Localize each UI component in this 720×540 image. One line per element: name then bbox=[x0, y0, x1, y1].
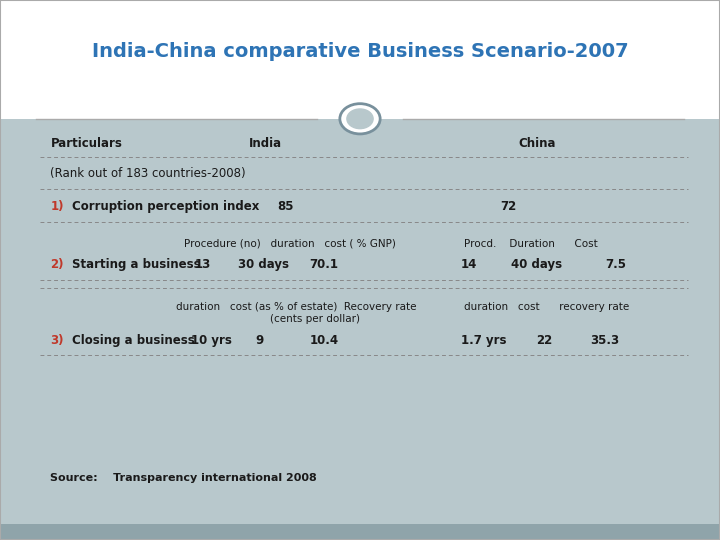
Text: 40 days: 40 days bbox=[511, 258, 562, 271]
Text: 85: 85 bbox=[277, 200, 294, 213]
Text: 35.3: 35.3 bbox=[590, 334, 619, 347]
Text: 1): 1) bbox=[50, 200, 64, 213]
Text: 1.7 yrs: 1.7 yrs bbox=[461, 334, 506, 347]
Bar bbox=[0, 119, 720, 540]
Text: 30 days: 30 days bbox=[238, 258, 289, 271]
Text: duration   cost (as % of estate)  Recovery rate: duration cost (as % of estate) Recovery … bbox=[176, 302, 417, 312]
Text: (cents per dollar): (cents per dollar) bbox=[270, 314, 360, 323]
Circle shape bbox=[347, 109, 373, 129]
Text: 3): 3) bbox=[50, 334, 64, 347]
Text: Particulars: Particulars bbox=[50, 137, 122, 150]
Text: duration   cost      recovery rate: duration cost recovery rate bbox=[464, 302, 630, 312]
Bar bbox=[0, 0, 720, 119]
Text: Closing a business: Closing a business bbox=[72, 334, 194, 347]
Text: 2): 2) bbox=[50, 258, 64, 271]
Text: China: China bbox=[518, 137, 556, 150]
Text: 13: 13 bbox=[194, 258, 211, 271]
Text: 14: 14 bbox=[461, 258, 477, 271]
Text: Source:    Transparency international 2008: Source: Transparency international 2008 bbox=[50, 473, 317, 483]
Text: 10.4: 10.4 bbox=[310, 334, 338, 347]
Circle shape bbox=[340, 104, 380, 134]
Text: 9: 9 bbox=[256, 334, 264, 347]
Text: Starting a business: Starting a business bbox=[72, 258, 201, 271]
Text: Procedure (no)   duration   cost ( % GNP): Procedure (no) duration cost ( % GNP) bbox=[184, 239, 395, 248]
Text: Procd.    Duration      Cost: Procd. Duration Cost bbox=[464, 239, 598, 248]
Text: 10 yrs: 10 yrs bbox=[191, 334, 232, 347]
Text: 72: 72 bbox=[500, 200, 517, 213]
Bar bbox=[0, 524, 720, 540]
Text: 7.5: 7.5 bbox=[605, 258, 626, 271]
Text: India: India bbox=[248, 137, 282, 150]
Text: (Rank out of 183 countries-2008): (Rank out of 183 countries-2008) bbox=[50, 167, 246, 180]
Text: Corruption perception index: Corruption perception index bbox=[72, 200, 259, 213]
Text: India-China comparative Business Scenario-2007: India-China comparative Business Scenari… bbox=[91, 42, 629, 61]
Text: 70.1: 70.1 bbox=[310, 258, 338, 271]
Text: 22: 22 bbox=[536, 334, 553, 347]
